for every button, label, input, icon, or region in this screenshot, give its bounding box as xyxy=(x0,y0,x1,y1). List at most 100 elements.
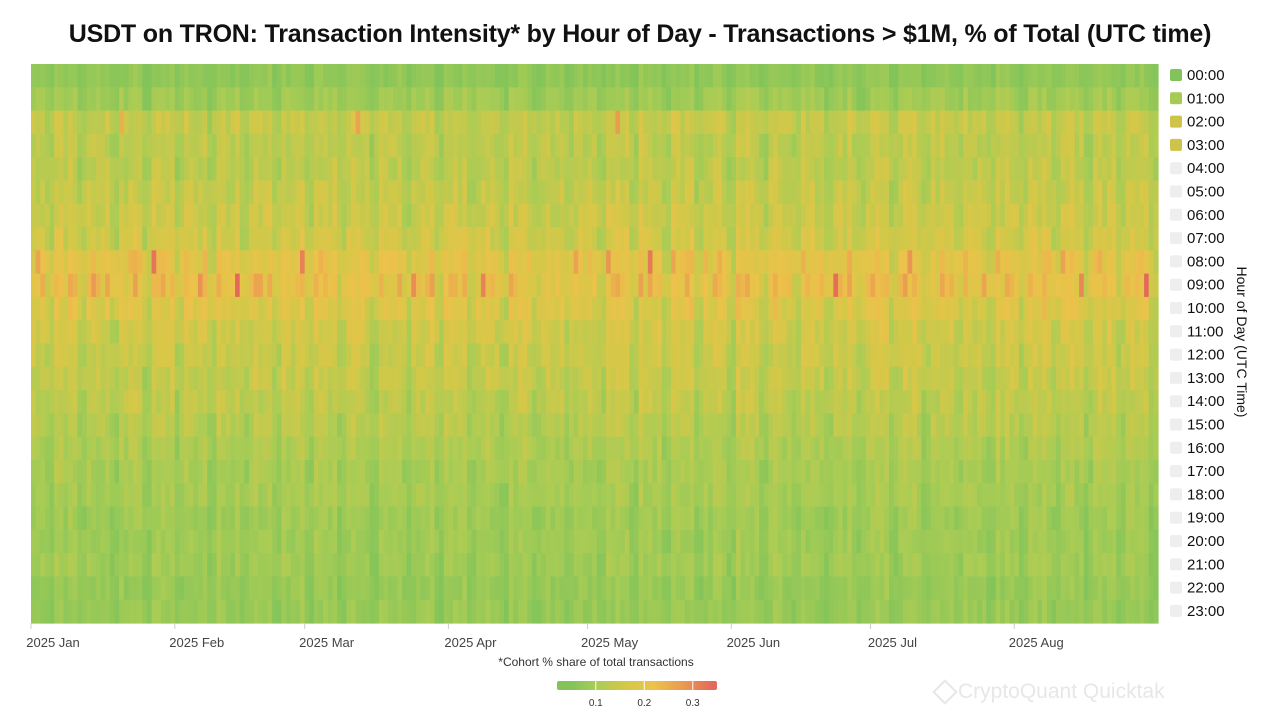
heatmap-cell xyxy=(31,576,37,601)
heatmap-cell xyxy=(457,227,463,251)
heatmap-cell xyxy=(805,203,811,228)
heatmap-cell xyxy=(786,64,793,88)
heatmap-cell xyxy=(193,413,199,438)
heatmap-cell xyxy=(216,529,222,554)
heatmap-cell xyxy=(77,273,83,298)
heatmap-cell xyxy=(610,296,616,321)
heatmap-cell xyxy=(671,250,677,275)
heatmap-cell xyxy=(847,436,853,461)
heatmap-cell xyxy=(457,506,463,531)
heatmap-cell xyxy=(258,343,264,368)
heatmap-cell xyxy=(916,366,923,391)
heatmap-cell xyxy=(415,227,422,251)
heatmap-cell xyxy=(861,64,867,88)
heatmap-cell xyxy=(726,87,732,112)
heatmap-cell xyxy=(522,390,528,414)
heatmap-cell xyxy=(861,390,867,414)
heatmap-cell xyxy=(318,87,324,112)
heatmap-cell xyxy=(694,459,700,484)
heatmap-cell xyxy=(870,483,876,508)
heatmap-cell xyxy=(123,157,129,182)
heatmap-cell xyxy=(286,390,292,414)
heatmap-cell xyxy=(564,64,570,88)
heatmap-cell xyxy=(290,64,296,88)
heatmap-cell xyxy=(364,273,371,298)
heatmap-cell xyxy=(796,483,802,508)
heatmap-cell xyxy=(889,133,895,158)
heatmap-cell xyxy=(592,436,598,461)
heatmap-cell xyxy=(643,553,649,578)
heatmap-cell xyxy=(541,180,547,205)
heatmap-cell xyxy=(179,110,185,135)
heatmap-cell xyxy=(374,64,380,88)
heatmap-cell xyxy=(545,64,552,88)
heatmap-cell xyxy=(708,273,714,298)
heatmap-cell xyxy=(434,227,440,251)
heatmap-cell xyxy=(555,296,561,321)
heatmap-cell xyxy=(304,553,310,578)
heatmap-cell xyxy=(638,110,644,135)
heatmap-cell xyxy=(211,343,218,368)
heatmap-cell xyxy=(768,133,774,158)
heatmap-cell xyxy=(239,366,245,391)
heatmap-cell xyxy=(671,553,677,578)
heatmap-cell xyxy=(54,296,60,321)
heatmap-cell xyxy=(351,366,357,391)
heatmap-cell xyxy=(443,273,450,298)
heatmap-cell xyxy=(63,273,69,298)
heatmap-cell xyxy=(786,506,793,531)
heatmap-cell xyxy=(165,157,171,182)
heatmap-cell xyxy=(875,390,881,414)
heatmap-cell xyxy=(258,180,264,205)
heatmap-cell xyxy=(95,459,102,484)
heatmap-cell xyxy=(323,529,329,554)
heatmap-cell xyxy=(726,110,732,135)
heatmap-cell xyxy=(346,250,352,275)
heatmap-cell xyxy=(800,157,807,182)
heatmap-cell xyxy=(494,227,501,251)
heatmap-cell xyxy=(652,110,658,135)
heatmap-cell xyxy=(109,64,116,88)
heatmap-cell xyxy=(940,227,946,251)
heatmap-cell xyxy=(420,180,426,205)
heatmap-cell xyxy=(940,529,946,554)
heatmap-cell xyxy=(397,87,403,112)
heatmap-cell xyxy=(786,180,793,205)
heatmap-cell xyxy=(146,227,153,251)
heatmap-cell xyxy=(763,64,770,88)
heatmap-cell xyxy=(865,87,872,112)
heatmap-cell xyxy=(652,599,658,624)
heatmap-cell xyxy=(949,273,955,298)
heatmap-cell xyxy=(610,553,616,578)
heatmap-cell xyxy=(940,110,946,135)
heatmap-cell xyxy=(221,203,227,228)
heatmap-cell xyxy=(889,110,895,135)
heatmap-cell xyxy=(559,157,565,182)
heatmap-cell xyxy=(313,133,320,158)
heatmap-cell xyxy=(786,250,793,275)
heatmap-cell xyxy=(58,273,65,298)
heatmap-cell xyxy=(633,413,640,438)
heatmap-cell xyxy=(439,87,445,112)
heatmap-cell xyxy=(647,599,654,624)
heatmap-cell xyxy=(40,320,46,345)
heatmap-cell xyxy=(160,157,167,182)
heatmap-cell xyxy=(712,576,719,601)
heatmap-cell xyxy=(123,180,129,205)
heatmap-cell xyxy=(902,157,909,182)
heatmap-cell xyxy=(879,459,885,484)
heatmap-cell xyxy=(898,506,904,531)
heatmap-cell xyxy=(54,227,60,251)
heatmap-cell xyxy=(453,133,459,158)
heatmap-cell xyxy=(91,390,97,414)
heatmap-cell xyxy=(740,436,746,461)
heatmap-cell xyxy=(165,343,171,368)
heatmap-cell xyxy=(689,366,695,391)
heatmap-cell xyxy=(425,87,431,112)
heatmap-cell xyxy=(188,180,194,205)
heatmap-cell xyxy=(402,576,408,601)
heatmap-cell xyxy=(559,436,565,461)
heatmap-cell xyxy=(875,64,881,88)
heatmap-cell xyxy=(448,576,454,601)
heatmap-cell xyxy=(462,133,468,158)
